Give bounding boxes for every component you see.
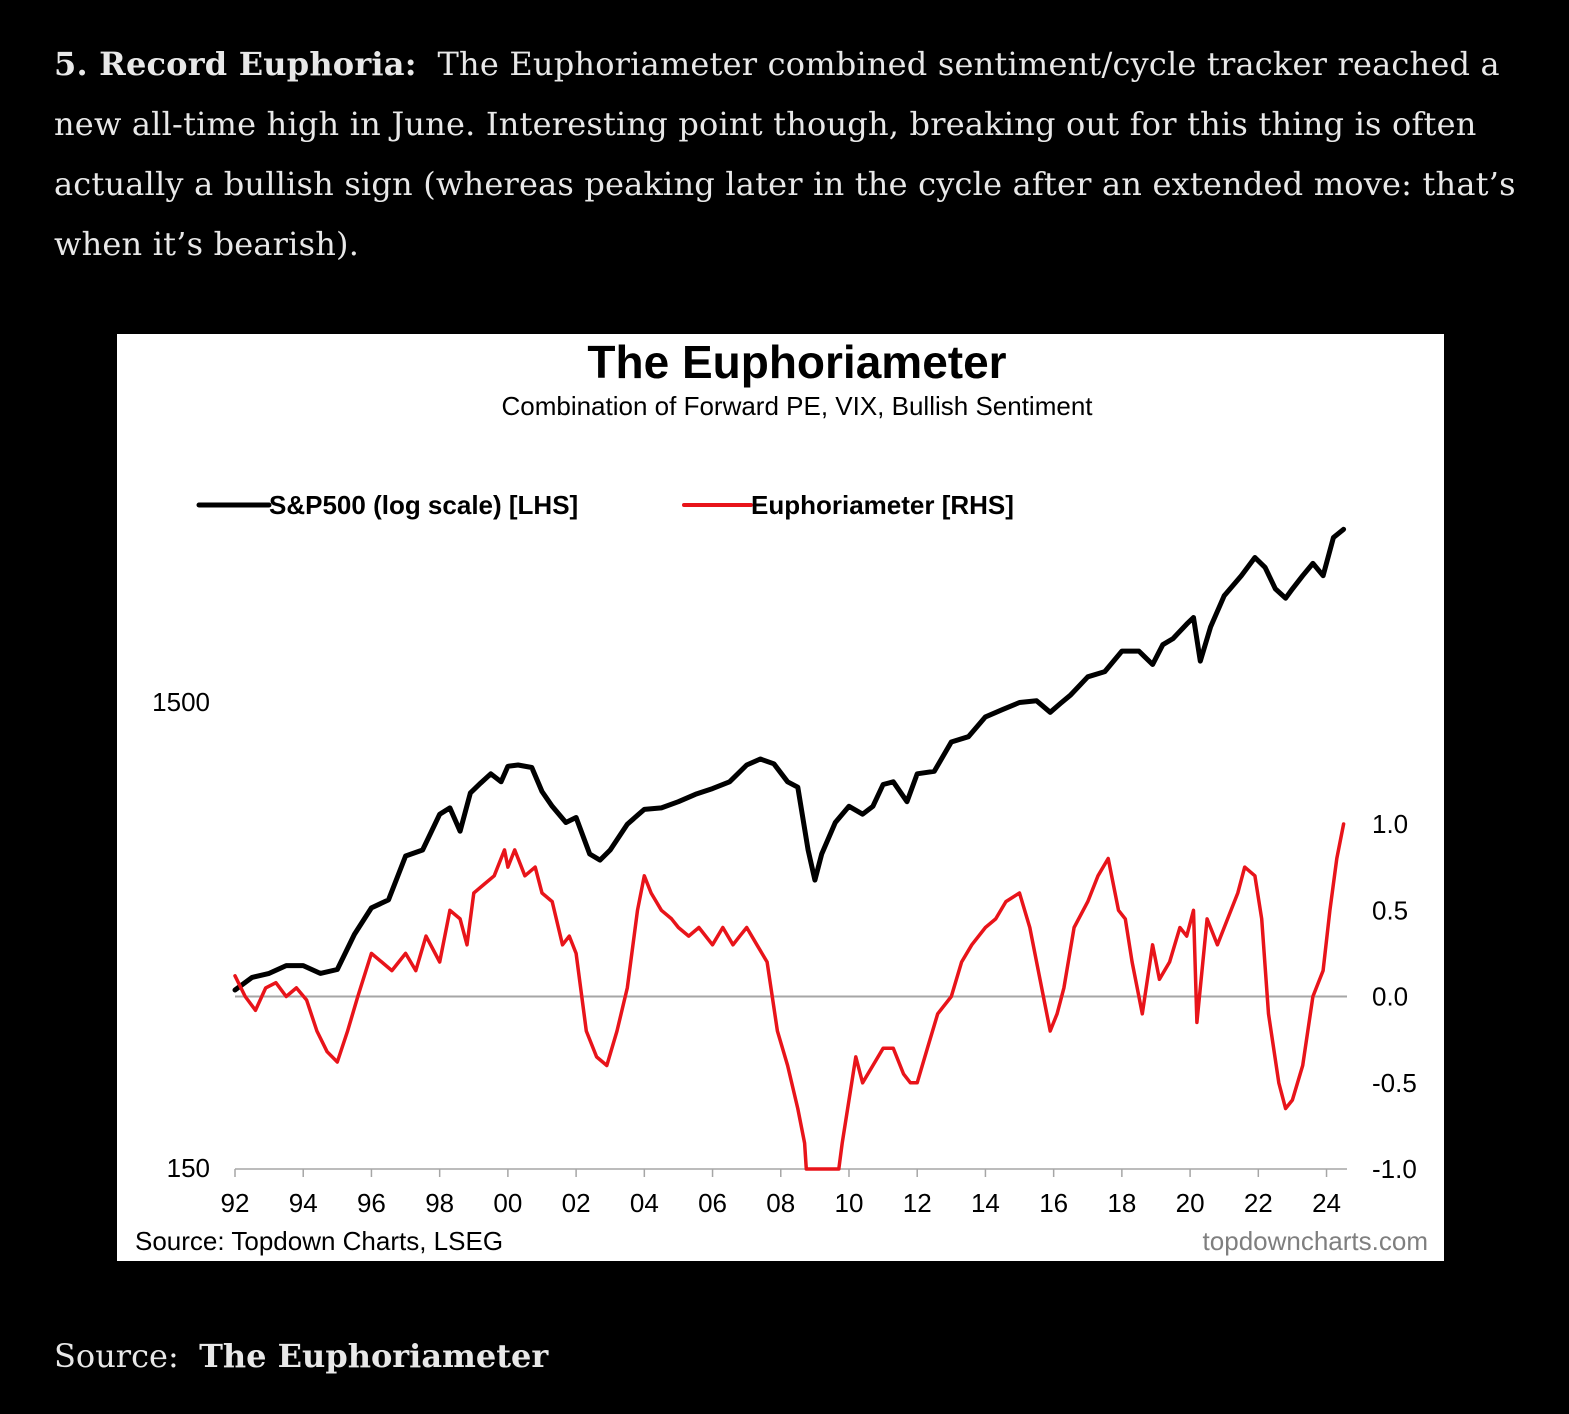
x-tick-label: 00 (493, 1188, 522, 1218)
legend-label-sp500: S&P500 (log scale) [LHS] (269, 490, 578, 520)
y-right-axis: 1.0 0.5 0.0 -0.5 -1.0 (1372, 809, 1417, 1184)
article-paragraph: 5. Record Euphoria: The Euphoriameter co… (54, 34, 1524, 274)
chart-title: The Euphoriameter (587, 336, 1006, 388)
chart-watermark: topdowncharts.com (1203, 1226, 1428, 1256)
euphoriameter-chart: The Euphoriameter Combination of Forward… (135, 336, 1428, 1256)
x-tick-label: 96 (357, 1188, 386, 1218)
x-tick-label: 06 (698, 1188, 727, 1218)
source-line: Source: The Euphoriameter (54, 1330, 548, 1382)
y-right-tick-label: 0.5 (1372, 895, 1408, 925)
article-body-text: The Euphoriameter combined sentiment/cyc… (54, 45, 1516, 263)
source-label: Source: (54, 1337, 179, 1375)
x-tick-label: 14 (971, 1188, 1000, 1218)
chart-source-note: Source: Topdown Charts, LSEG (135, 1226, 503, 1256)
chart-subtitle: Combination of Forward PE, VIX, Bullish … (501, 391, 1093, 421)
x-tick-label: 08 (766, 1188, 795, 1218)
euphoriameter-series-line (233, 822, 1346, 1171)
x-tick-label: 18 (1107, 1188, 1136, 1218)
x-tick-label: 10 (835, 1188, 864, 1218)
chart-legend: S&P500 (log scale) [LHS] Euphoriameter [… (196, 490, 1014, 520)
x-tick-label: 24 (1312, 1188, 1341, 1218)
euphoriameter-chart-image: The Euphoriameter Combination of Forward… (117, 334, 1444, 1261)
x-tick-label: 92 (221, 1188, 250, 1218)
y-right-tick-label: -1.0 (1372, 1154, 1417, 1184)
section-heading: 5. Record Euphoria: (54, 45, 417, 83)
x-tick-label: 20 (1176, 1188, 1205, 1218)
legend-label-euphoriameter: Euphoriameter [RHS] (751, 490, 1014, 520)
source-link[interactable]: The Euphoriameter (199, 1337, 549, 1375)
x-tick-label: 22 (1244, 1188, 1273, 1218)
y-left-tick-label-150: 150 (167, 1153, 210, 1183)
y-right-tick-label: 0.0 (1372, 982, 1408, 1012)
x-tick-label: 94 (289, 1188, 318, 1218)
y-left-tick-label-1500: 1500 (152, 687, 210, 717)
x-tick-label: 98 (425, 1188, 454, 1218)
y-right-tick-label: 1.0 (1372, 809, 1408, 839)
x-tick-label: 16 (1039, 1188, 1068, 1218)
x-tick-label: 04 (630, 1188, 659, 1218)
sp500-series-line (232, 526, 1347, 993)
x-axis: 92 94 96 98 00 02 04 06 08 10 12 14 16 18 20 22 24 (221, 1169, 1341, 1218)
x-tick-label: 12 (903, 1188, 932, 1218)
y-right-tick-label: -0.5 (1372, 1068, 1417, 1098)
x-tick-label: 02 (562, 1188, 591, 1218)
